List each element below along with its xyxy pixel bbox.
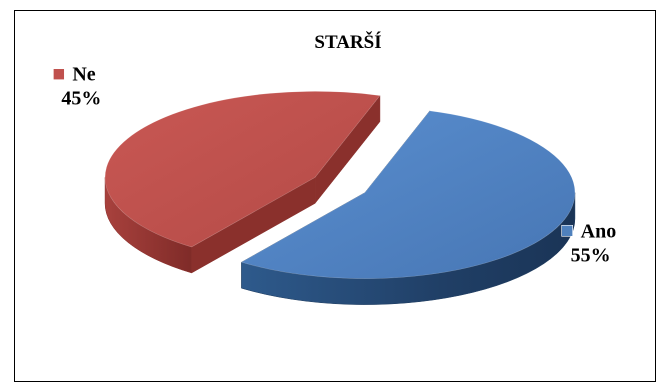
legend-key-ano <box>561 224 573 237</box>
slice-percent-label: 45% <box>61 88 101 110</box>
slice-name-label: Ano <box>581 220 617 242</box>
slice-top-face <box>240 110 576 279</box>
slice-percent-label: 55% <box>571 244 611 266</box>
chart-title: STARŠÍ <box>314 31 381 53</box>
slice-top-face <box>104 91 381 248</box>
slice-outer-side <box>241 192 576 305</box>
pie-slice-ne <box>104 91 381 274</box>
legend-key-ne <box>53 68 65 81</box>
slice-name-label: Ne <box>72 64 95 86</box>
pie-slice-ano <box>240 110 576 305</box>
